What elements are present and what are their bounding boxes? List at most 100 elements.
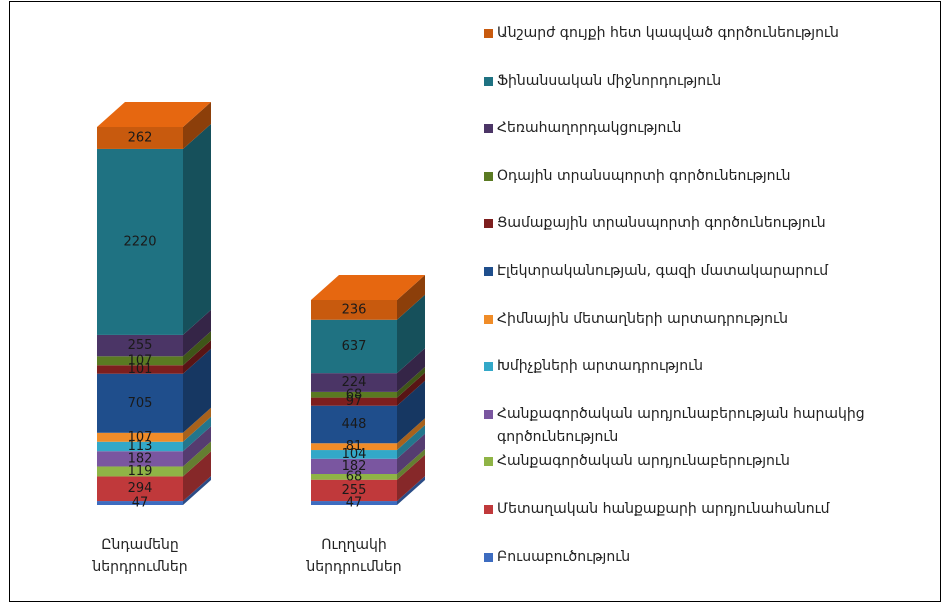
bar-side <box>397 348 425 392</box>
bar-side <box>183 407 211 442</box>
legend-swatch <box>484 29 493 38</box>
legend-swatch <box>484 171 493 181</box>
data-label: 262 <box>128 130 153 145</box>
legend-item: Անշարժ գույքի հետ կապված գործունեություն <box>484 22 924 45</box>
bar-segment <box>311 479 397 502</box>
data-label: 47 <box>132 496 149 511</box>
data-label: 2220 <box>123 234 156 249</box>
data-label: 107 <box>128 353 153 368</box>
legend-item: Օդային տրանսպորտի գործունեություն <box>484 165 924 188</box>
legend-label: Մետաղական հանքաքարի արդյունահանում <box>497 501 830 517</box>
bar-segment <box>311 443 397 451</box>
bar-side <box>183 416 211 452</box>
bar-side <box>183 476 211 505</box>
bar-segment <box>311 397 397 406</box>
bar-side <box>397 372 425 406</box>
data-label: 182 <box>128 451 153 466</box>
bar-segment <box>311 458 397 475</box>
bar-side <box>397 418 425 451</box>
legend-label: Օդային տրանսպորտի գործունեություն <box>497 167 791 184</box>
data-label: 224 <box>342 375 367 390</box>
legend-swatch <box>484 124 493 134</box>
bar-side <box>397 449 425 480</box>
x-tick-label: Ընդամենը ներդրումներ <box>92 537 188 575</box>
legend-item: Հիմնային մետաղների արտադրություն <box>484 308 924 331</box>
data-label: 182 <box>342 459 367 474</box>
bar-segment <box>97 451 183 467</box>
bar-segment <box>311 319 397 374</box>
legend-swatch <box>484 76 493 86</box>
legend-label: Հիմնային մետաղների արտադրություն <box>497 310 788 327</box>
legend-label: Անշարժ գույքի հետ կապված գործունեություն <box>497 25 839 41</box>
bar-segment <box>97 501 183 505</box>
legend-item: Ֆինանսական միջնորդություն <box>484 70 924 93</box>
data-label: 107 <box>128 430 153 445</box>
legend-swatch <box>484 219 493 229</box>
legend-label: Ֆինանսական միջնորդություն <box>497 72 722 89</box>
data-label: 68 <box>346 469 363 484</box>
legend-label: Հեռահաղորդակցություն <box>497 120 682 137</box>
data-label: 294 <box>128 481 153 496</box>
bar-side <box>397 433 425 475</box>
legend-item: Բուսաբուծություն <box>484 546 924 569</box>
bar-top <box>311 274 425 300</box>
legend-swatch <box>484 314 493 324</box>
bar-segment <box>97 441 183 452</box>
legend-item: Խմիչքների արտադրություն <box>484 355 924 378</box>
legend-label: Բուսաբուծություն <box>497 548 631 565</box>
data-label: 97 <box>346 394 363 409</box>
bar-side <box>183 309 211 357</box>
bar-segment <box>311 299 397 320</box>
bar-segment <box>311 450 397 459</box>
frame <box>9 1 941 602</box>
data-label: 236 <box>342 302 367 317</box>
bar-side <box>397 294 425 374</box>
bar-side <box>397 366 425 398</box>
data-label: 637 <box>342 339 367 354</box>
legend-swatch <box>484 409 493 419</box>
legend-item: Հանքագործական արդյունաբերություն <box>484 450 924 473</box>
bar-segment <box>311 501 397 505</box>
bar-segment <box>97 373 183 433</box>
data-label: 81 <box>346 439 363 454</box>
legend-label: Հանքագործական արդյունաբերության հարակից … <box>497 405 865 445</box>
bar-side <box>397 380 425 444</box>
bar-side <box>397 425 425 459</box>
x-tick-label: Ուղղակի ներդրումներ <box>306 537 402 575</box>
data-label: 119 <box>128 464 153 479</box>
bar-side <box>397 274 425 320</box>
bar-side <box>183 426 211 467</box>
bar-side <box>183 451 211 502</box>
legend-swatch <box>484 457 493 467</box>
data-label: 68 <box>346 387 363 402</box>
data-label: 705 <box>128 396 153 411</box>
legend-swatch <box>484 505 493 514</box>
legend-swatch <box>484 267 493 276</box>
bar-segment <box>311 391 397 398</box>
legend-label: Էլեկտրականության, գազի մատակարարում <box>497 263 829 279</box>
bar-segment <box>97 466 183 477</box>
data-label: 113 <box>128 439 153 454</box>
bar-side <box>183 441 211 477</box>
data-label: 255 <box>128 338 153 353</box>
legend-item: Մետաղական հանքաքարի արդյունահանում <box>484 498 924 521</box>
legend-item: Հանքագործական արդյունաբերության հարակից … <box>484 403 924 449</box>
bar-segment <box>311 405 397 444</box>
bar-side <box>397 476 425 505</box>
bar-segment <box>97 334 183 357</box>
legend-item: Հեռահաղորդակցություն <box>484 117 924 140</box>
legend-swatch <box>484 362 493 372</box>
bar-segment <box>97 127 183 149</box>
bar-segment <box>97 356 183 366</box>
bar-side <box>183 340 211 374</box>
bar-segment <box>97 148 183 335</box>
bar-segment <box>97 365 183 374</box>
bar-side <box>397 454 425 502</box>
bar-segment <box>311 474 397 480</box>
bar-side <box>183 331 211 366</box>
bar-segment <box>311 373 397 392</box>
legend-label: Խմիչքների արտադրություն <box>497 358 704 375</box>
data-label: 101 <box>128 362 153 377</box>
legend-swatch <box>484 552 493 562</box>
